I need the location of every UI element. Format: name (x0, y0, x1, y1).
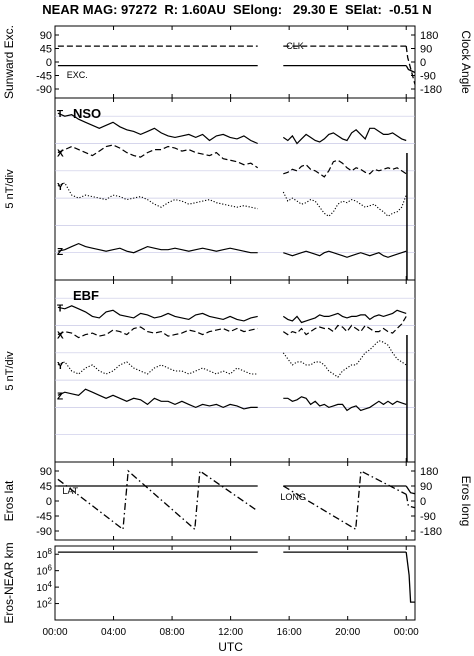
series-lat (405, 485, 416, 495)
excitation-ytick-label-left: 90 (40, 30, 52, 42)
ebf-series-x (282, 316, 407, 336)
nso-series-y (57, 182, 258, 210)
eros-near-panel: 108 106 104 102 (36, 545, 416, 621)
nso-series-t (282, 127, 407, 145)
eros-position-ytick-label-right: 180 (420, 466, 438, 478)
nso-series-t-label: T (57, 109, 63, 120)
ebf-panel: T X Y Z EBF (54, 279, 416, 463)
eros-near-ytick-label: 102 (36, 597, 52, 611)
series-long (405, 494, 416, 509)
nso-title: NSO (73, 106, 101, 121)
nso-series-x-label: X (57, 149, 64, 160)
series-eros-near-distance (405, 552, 415, 603)
exc-annotation: EXC. (67, 70, 88, 80)
excitation-ytick-label-left: -45 (36, 71, 52, 83)
excitation-ytick-label-right: 90 (420, 44, 432, 56)
ebf-series-t (57, 305, 258, 322)
ebf-series-z-label: Z (57, 391, 63, 402)
page-title: NEAR MAG: 97272 R: 1.60AU SElong: 29.30 … (42, 2, 432, 17)
series-long (57, 469, 259, 531)
nso-series-z-label: Z (57, 247, 63, 258)
eros-near-ytick-label: 104 (36, 580, 52, 594)
ebf-series-y (57, 361, 258, 375)
nso-series-z (283, 250, 407, 258)
time-tick-label: 08:00 (160, 627, 185, 638)
eros-position-panel: 90 180 45 90 0 0 -45 -90 -90 -180 LAT LONG (36, 461, 442, 541)
eros-position-frame (54, 461, 416, 541)
time-tick-label: 04:00 (101, 627, 126, 638)
eros-position-ytick-label-right: -90 (420, 511, 436, 523)
ebf-series-x (57, 326, 258, 339)
lat-annotation: LAT (62, 486, 78, 496)
eros-position-ytick-label-right: 90 (420, 481, 432, 493)
time-tick-label: 20:00 (335, 627, 360, 638)
eros-near-frame (54, 545, 416, 621)
ebf-series-z (57, 388, 258, 410)
excitation-ytick-label-right: -180 (420, 84, 442, 96)
ebf-title: EBF (73, 288, 99, 303)
excitation-ytick-label-left: 0 (46, 57, 52, 69)
eros-position-ytick-label-left: 0 (46, 496, 52, 508)
eros-near-ytick-label: 108 (36, 547, 52, 561)
nso-series-x (283, 159, 407, 178)
excitation-ytick-label-left: -90 (36, 84, 52, 96)
nso-ylabel: 5 nT/div (4, 169, 16, 209)
ebf-series-t-label: T (57, 303, 63, 314)
eros-lat-label: Eros lat (2, 480, 16, 521)
excitation-ytick-label-left: 45 (40, 44, 52, 56)
ebf-series-y (282, 340, 407, 378)
nso-series-z (57, 242, 258, 254)
series-clk (405, 46, 416, 85)
ebf-series-y-label: Y (57, 361, 64, 372)
series-exc (405, 65, 416, 74)
time-tick-label: 00:00 (394, 627, 419, 638)
eros-position-ytick-label-right: -180 (420, 526, 442, 538)
excitation-ytick-label-right: 180 (420, 30, 438, 42)
time-tick-label: 00:00 (42, 627, 67, 638)
ebf-ylabel: 5 nT/div (4, 351, 16, 391)
nso-series-t (57, 112, 258, 145)
nso-series-x (57, 144, 259, 169)
excitation-ytick-label-right: -90 (420, 71, 436, 83)
excitation-right-label: Clock Angle (459, 30, 473, 94)
ebf-series-z (283, 396, 407, 412)
ebf-series-t (282, 309, 407, 324)
excitation-left-label: Sunward Exc. (2, 25, 16, 99)
clk-annotation: CLK (286, 41, 304, 51)
nso-panel: T X Y Z NSO (54, 97, 416, 281)
eros-long-label: Eros long (459, 476, 473, 527)
time-axis-label: UTC (218, 640, 243, 654)
excitation-ytick-label-right: 0 (420, 57, 426, 69)
nso-series-y-label: Y (57, 182, 64, 193)
long-annotation: LONG (280, 492, 306, 502)
eros-position-ytick-label-right: 0 (420, 496, 426, 508)
eros-position-ytick-label-left: 45 (40, 481, 52, 493)
nso-series-y (282, 191, 407, 218)
eros-near-label: Eros-NEAR km (2, 542, 16, 623)
eros-near-ytick-label: 106 (36, 564, 52, 578)
time-tick-label: 12:00 (218, 627, 243, 638)
eros-position-ytick-label-left: -90 (36, 526, 52, 538)
eros-position-ytick-label-left: 90 (40, 466, 52, 478)
time-tick-label: 16:00 (277, 627, 302, 638)
eros-position-ytick-label-left: -45 (36, 511, 52, 523)
excitation-frame (54, 25, 416, 99)
ebf-series-x-label: X (57, 331, 64, 342)
